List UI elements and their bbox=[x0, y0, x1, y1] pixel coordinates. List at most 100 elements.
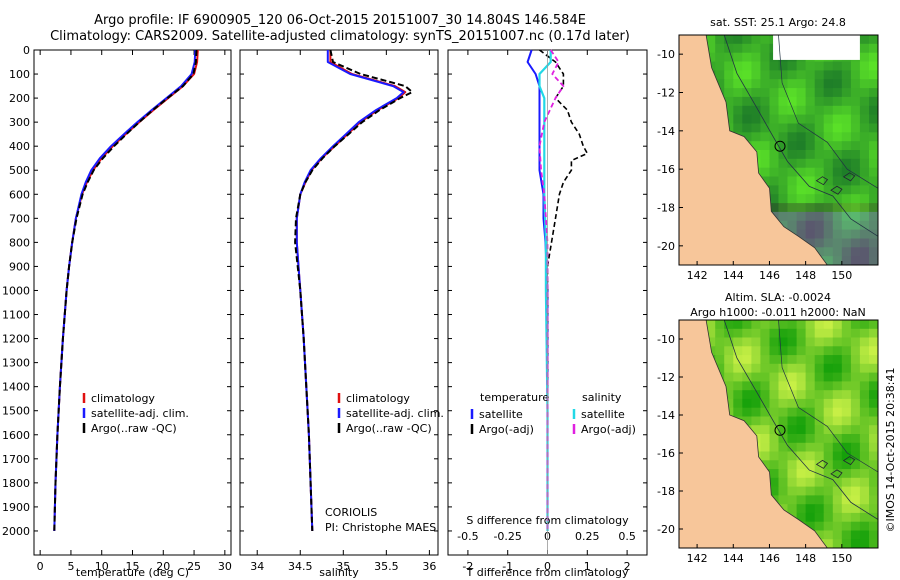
sla_map-field-cell bbox=[823, 504, 834, 514]
sst_map-field-cell bbox=[787, 194, 798, 204]
sla_map-field-cell bbox=[869, 355, 878, 365]
sla_map-field-cell bbox=[787, 381, 798, 391]
sla_map-field-cell bbox=[751, 337, 761, 347]
sla_map-contour bbox=[723, 320, 878, 520]
sla_map-field-cell bbox=[832, 539, 843, 548]
sst_map-field-cell bbox=[859, 141, 870, 151]
sla_map-field-cell bbox=[760, 398, 770, 409]
sla_map-argo-marker bbox=[774, 424, 786, 436]
sst_map-field-cell bbox=[805, 79, 816, 89]
sst_map-field-cell bbox=[841, 70, 852, 80]
sst_map-field-cell bbox=[769, 114, 780, 124]
temperature-legend-item: climatology bbox=[91, 392, 155, 405]
sla_map-field-cell bbox=[832, 486, 843, 496]
sst_map-field-cell bbox=[751, 114, 761, 124]
sst_map-field-cell bbox=[832, 203, 843, 213]
sst_map-field-cell bbox=[751, 132, 761, 142]
sst_map-field-cell bbox=[832, 96, 843, 107]
sst_map-field-cell bbox=[814, 96, 825, 107]
sst_map-field-cell bbox=[706, 52, 716, 63]
sst_map-field-cell bbox=[733, 43, 743, 54]
sla_map-field-cell bbox=[850, 320, 861, 330]
sla_map-field-cell bbox=[769, 451, 780, 461]
sst_map-field-cell bbox=[869, 132, 878, 142]
sst_map-field-cell bbox=[841, 238, 852, 248]
sla_map-reef-outline bbox=[842, 456, 856, 466]
sst_map-contour bbox=[778, 35, 878, 189]
sla_map-field-cell bbox=[832, 337, 843, 347]
sla_map-field-cell bbox=[805, 363, 816, 374]
sst_map-field-cell bbox=[724, 105, 734, 116]
sst_map-field-cell bbox=[760, 35, 770, 45]
depth-tick-label: 2000 bbox=[2, 525, 30, 538]
sst_map-field-cell bbox=[805, 185, 816, 195]
sst_map-field-cell bbox=[859, 132, 870, 142]
sst_map-field-cell bbox=[760, 114, 770, 124]
sla_map-field-cell bbox=[724, 346, 734, 356]
sst_map-field-cell bbox=[796, 70, 807, 80]
sst_map-field-cell bbox=[769, 96, 780, 107]
sla_map-field-cell bbox=[841, 363, 852, 374]
sst_map-field-cell bbox=[850, 70, 861, 80]
sst_map-field-cell bbox=[841, 79, 852, 89]
sla_map-field-cell bbox=[823, 381, 834, 391]
sla_map-field-cell bbox=[832, 530, 843, 540]
sla_map-field-cell bbox=[787, 504, 798, 514]
sst_map-field-cell bbox=[742, 96, 752, 107]
sst_map-field-cell bbox=[724, 61, 734, 71]
sla_map-field-cell bbox=[760, 434, 770, 444]
sla_map-field-cell bbox=[859, 346, 870, 356]
salinity-difference-tick-label: 0.5 bbox=[618, 530, 636, 543]
sst_map-field-cell bbox=[850, 220, 861, 231]
sst_map-field-cell bbox=[787, 203, 798, 213]
sla_map-field-cell bbox=[742, 328, 752, 339]
sla_map-field-cell bbox=[814, 355, 825, 365]
sla_map-field-cell bbox=[769, 320, 780, 330]
salinity-xlabel: salinity bbox=[319, 566, 359, 579]
sla_map-field-cell bbox=[760, 346, 770, 356]
sst_map-field-cell bbox=[751, 35, 761, 45]
sla_map-field-cell bbox=[796, 320, 807, 330]
sst_map-field-cell bbox=[760, 176, 770, 186]
sst_map-field-cell bbox=[724, 88, 734, 98]
sst_map-field-cell bbox=[769, 123, 780, 133]
sst_map-field-cell bbox=[850, 123, 861, 133]
sla_map-field-cell bbox=[869, 425, 878, 435]
sst_map-field-cell bbox=[805, 158, 816, 169]
sla_map-field-cell bbox=[859, 355, 870, 365]
sst_map-field-cell bbox=[841, 256, 852, 265]
sst_map-field-cell bbox=[796, 88, 807, 98]
sla_map-field-cell bbox=[850, 451, 861, 461]
sla_map-field-cell bbox=[760, 451, 770, 461]
sst_map-field-cell bbox=[850, 141, 861, 151]
sla_map-field-cell bbox=[706, 320, 716, 330]
sst_map-field-cell bbox=[850, 247, 861, 257]
sla_map-field-cell bbox=[787, 460, 798, 470]
sla_map-field-cell bbox=[850, 328, 861, 339]
sla_map-field-cell bbox=[769, 434, 780, 444]
difference-xtick-label: 2 bbox=[624, 560, 631, 573]
sst_map-field-cell bbox=[778, 105, 789, 116]
sst_map-field-cell bbox=[760, 61, 770, 71]
sla_map-group: 142 144 146 148 150 -10 -12 -14 -16 -18 -20 bbox=[657, 319, 879, 565]
sla_map-field-cell bbox=[814, 390, 825, 400]
sst_map-field-cell bbox=[823, 150, 834, 160]
sst_map-field-cell bbox=[850, 194, 861, 204]
sst_map-field-cell bbox=[823, 194, 834, 204]
sla_map-field-cell bbox=[787, 425, 798, 435]
salinity-difference-tick-label: -0.25 bbox=[493, 530, 521, 543]
sla_map-field-cell bbox=[823, 320, 834, 330]
sla_map-field-cell bbox=[850, 407, 861, 418]
sla_map-field-cell bbox=[787, 434, 798, 444]
sst_map-field-cell bbox=[787, 167, 798, 178]
sst_map-field-cell bbox=[760, 158, 770, 169]
sst_map-field-cell bbox=[778, 114, 789, 124]
sst_map-field-cell bbox=[814, 70, 825, 80]
sla_map-field-cell bbox=[869, 460, 878, 470]
sst_map-field-cell bbox=[814, 141, 825, 151]
sst_map-field-cell bbox=[715, 43, 725, 54]
sst_map-field-cell bbox=[742, 132, 752, 142]
sla_map-field-cell bbox=[760, 381, 770, 391]
sst_map-field-cell bbox=[859, 52, 870, 63]
sla_map-field-cell bbox=[832, 477, 843, 488]
